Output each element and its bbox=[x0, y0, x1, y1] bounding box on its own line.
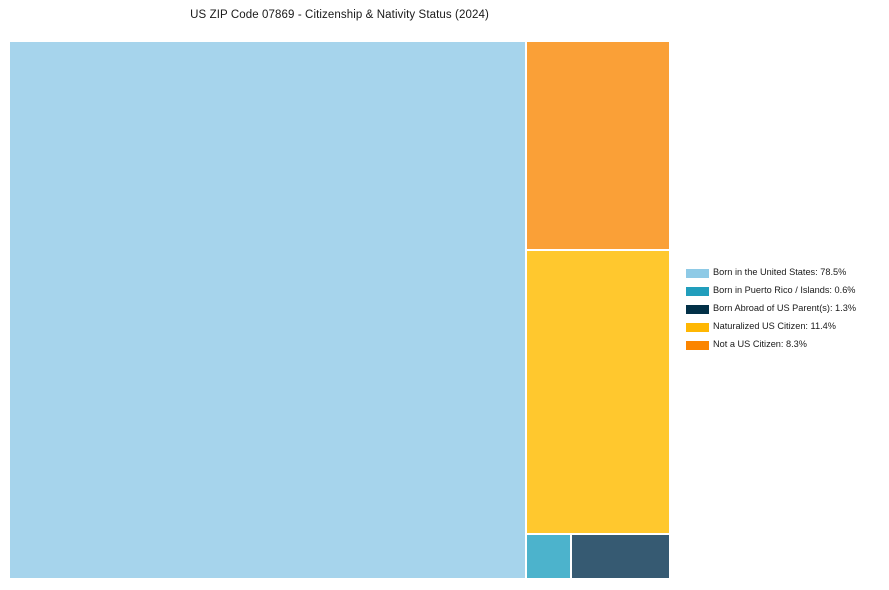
treemap-tile[interactable] bbox=[527, 535, 570, 578]
treemap-tile[interactable] bbox=[10, 42, 525, 578]
legend-item-label: Not a US Citizen: 8.3% bbox=[713, 339, 807, 350]
chart-legend: Born in the United States: 78.5% Born in … bbox=[686, 264, 882, 354]
legend-item-label: Born in the United States: 78.5% bbox=[713, 267, 847, 278]
legend-item-label: Naturalized US Citizen: 11.4% bbox=[713, 321, 836, 332]
legend-item[interactable]: Born Abroad of US Parent(s): 1.3% bbox=[686, 300, 882, 318]
treemap-tile[interactable] bbox=[527, 42, 669, 249]
legend-swatch-icon bbox=[686, 340, 709, 350]
legend-swatch-icon bbox=[686, 304, 709, 314]
legend-swatch-icon bbox=[686, 286, 709, 296]
legend-item[interactable]: Born in Puerto Rico / Islands: 0.6% bbox=[686, 282, 882, 300]
legend-item[interactable]: Naturalized US Citizen: 11.4% bbox=[686, 318, 882, 336]
chart-title: US ZIP Code 07869 - Citizenship & Nativi… bbox=[190, 9, 489, 21]
legend-item-label: Born in Puerto Rico / Islands: 0.6% bbox=[713, 285, 856, 296]
treemap-tile[interactable] bbox=[527, 251, 669, 533]
treemap-tile[interactable] bbox=[572, 535, 669, 578]
legend-item[interactable]: Born in the United States: 78.5% bbox=[686, 264, 882, 282]
legend-swatch-icon bbox=[686, 322, 709, 332]
legend-swatch-icon bbox=[686, 268, 709, 278]
legend-item-label: Born Abroad of US Parent(s): 1.3% bbox=[713, 303, 856, 314]
treemap-plot-area bbox=[10, 42, 669, 578]
legend-item[interactable]: Not a US Citizen: 8.3% bbox=[686, 336, 882, 354]
